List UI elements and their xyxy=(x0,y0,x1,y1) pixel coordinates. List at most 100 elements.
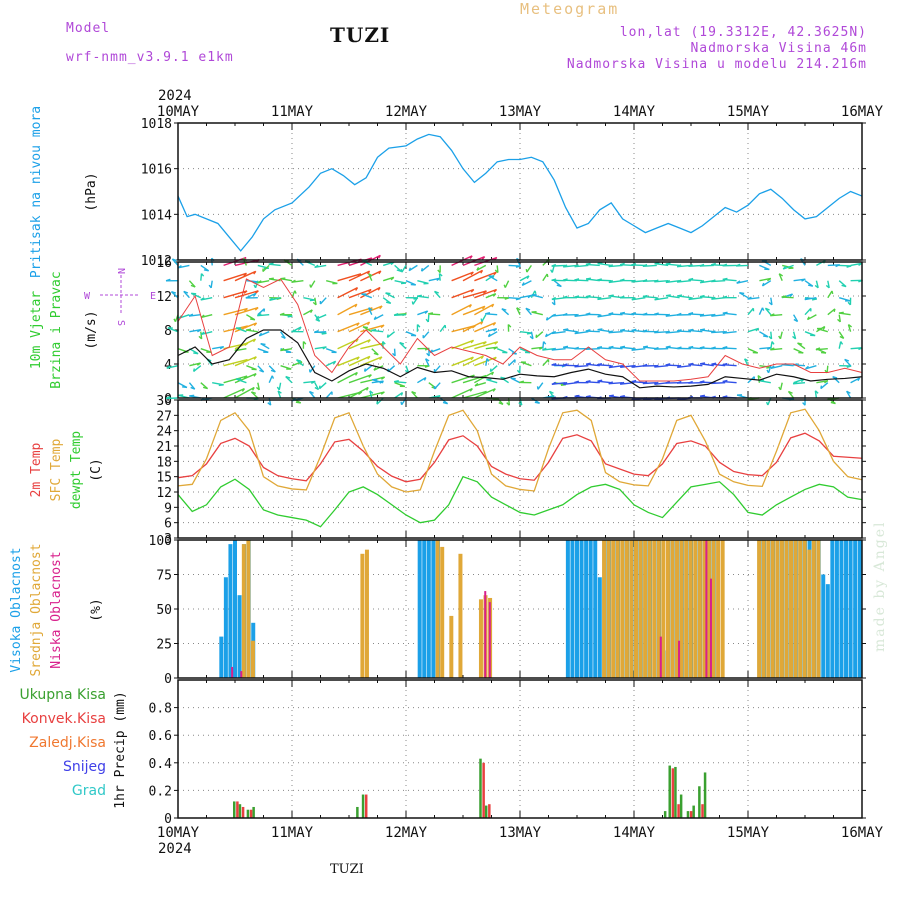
cloud-bar xyxy=(426,540,431,678)
wind-arrow-head xyxy=(482,341,487,345)
wind-arrow xyxy=(210,280,213,288)
precip-legend-1: Konvek.Kisa xyxy=(22,711,106,727)
wind-arrow-head xyxy=(202,386,208,390)
cloud-bar xyxy=(705,540,708,678)
wind-arrow-head xyxy=(271,375,275,379)
cloud-bar xyxy=(688,540,693,678)
precip-bar xyxy=(663,811,667,818)
wind-arrow xyxy=(462,355,484,367)
wind-arrow xyxy=(476,264,487,271)
cloud-bar xyxy=(584,540,589,678)
x-tick-label-bottom: 15MAY xyxy=(727,825,770,841)
wind-arrow-head xyxy=(597,362,603,366)
wind-arrow-head xyxy=(253,373,257,377)
wind-arrow-head xyxy=(608,264,614,268)
wind-arrow-head xyxy=(280,347,285,352)
precip-legend-0: Ukupna Kisa xyxy=(19,687,106,703)
wind-arrow xyxy=(474,303,494,316)
wind-arrow xyxy=(770,331,773,339)
wind-arrow xyxy=(597,347,612,350)
cloud-bar xyxy=(246,540,251,678)
wind-arrow-head xyxy=(196,362,201,366)
wind-arrow-head xyxy=(315,318,320,322)
cloud-bar xyxy=(675,540,680,678)
wind-arrow xyxy=(348,339,371,350)
wind-arrow-head xyxy=(246,328,252,331)
wind-arrow-head xyxy=(757,375,762,379)
wind-arrow xyxy=(451,339,474,350)
wind-arrow xyxy=(805,365,817,370)
wind-arrow-head xyxy=(654,279,659,283)
wind-arrow-head xyxy=(493,271,497,276)
wind-arrow xyxy=(770,365,783,369)
wind-arrow-head xyxy=(608,345,614,349)
cloud-bar xyxy=(241,544,246,678)
wind-arrow-head xyxy=(562,312,568,316)
cloud-bar xyxy=(237,595,242,678)
wind-arrow xyxy=(722,331,737,334)
wind-arrow-head xyxy=(676,312,682,316)
cloud-bar xyxy=(570,540,575,678)
wind-arrow xyxy=(585,348,600,351)
cloud-bar xyxy=(634,540,638,678)
wind-arrow-head xyxy=(846,265,852,268)
wind-arrow-head xyxy=(356,356,360,361)
cloud-bar xyxy=(665,540,670,678)
wind-arrow xyxy=(360,342,385,350)
wind-arrow-head xyxy=(333,360,337,365)
cloud-bar xyxy=(606,540,611,678)
cloud-bar xyxy=(611,540,616,678)
wind-arrow-head xyxy=(373,316,377,320)
wind-arrow xyxy=(826,365,829,373)
wind-arrow-head xyxy=(642,363,648,367)
precip-bar xyxy=(246,809,250,818)
wind-arrow xyxy=(847,324,852,332)
wind-arrow-head xyxy=(642,263,648,267)
wind-arrow xyxy=(451,303,472,316)
wind-arrow xyxy=(259,331,270,337)
wind-arrow-head xyxy=(302,341,307,345)
wind-arrow-head xyxy=(259,369,264,373)
wind-arrow xyxy=(223,388,245,399)
wind-arrow xyxy=(597,279,612,282)
wind-arrow-head xyxy=(778,386,782,391)
wind-arrow-head xyxy=(551,278,557,281)
wind-arrow-head xyxy=(295,401,301,404)
wind-arrow xyxy=(759,277,771,282)
cloud-bar xyxy=(647,540,652,678)
y-tick-label: 0 xyxy=(164,672,172,687)
wind-arrow-head xyxy=(379,356,383,361)
wind-arrow-head xyxy=(739,292,745,295)
temp-line xyxy=(177,475,863,528)
wind-arrow-head xyxy=(516,369,521,374)
x-tick-label-bottom: 12MAY xyxy=(385,825,428,841)
wind-arrow-head xyxy=(814,390,819,394)
wind-arrow-head xyxy=(356,322,360,327)
wind-arrow xyxy=(585,330,600,333)
precip-bar xyxy=(701,804,704,818)
wind-arrow-head xyxy=(825,284,830,289)
wind-arrow-head xyxy=(699,313,705,317)
wind-arrow xyxy=(337,356,360,367)
wind-arrow-head xyxy=(711,296,716,300)
cloud-bar xyxy=(757,540,762,678)
wind-arrow xyxy=(234,372,257,384)
wind-arrow-head xyxy=(608,394,614,397)
wind-arrow-head xyxy=(562,295,568,299)
wind-arrow-head xyxy=(608,381,614,385)
wind-arrow xyxy=(779,331,783,339)
precip-bar xyxy=(698,786,701,818)
wind-arrow xyxy=(542,341,545,349)
wind-arrow-head xyxy=(200,331,205,335)
wind-arrow-head xyxy=(425,318,429,323)
wind-arrow xyxy=(631,264,646,267)
wind-arrow-head xyxy=(468,304,472,308)
wind-arrow xyxy=(451,387,473,399)
cloud-bar xyxy=(720,540,725,678)
cloud-bar xyxy=(638,540,643,678)
wind-arrow-head xyxy=(699,380,705,383)
wind-arrow-head xyxy=(492,322,497,326)
wind-arrow-head xyxy=(550,269,553,273)
wind-arrow-head xyxy=(688,312,694,315)
wind-arrow-head xyxy=(551,296,557,301)
